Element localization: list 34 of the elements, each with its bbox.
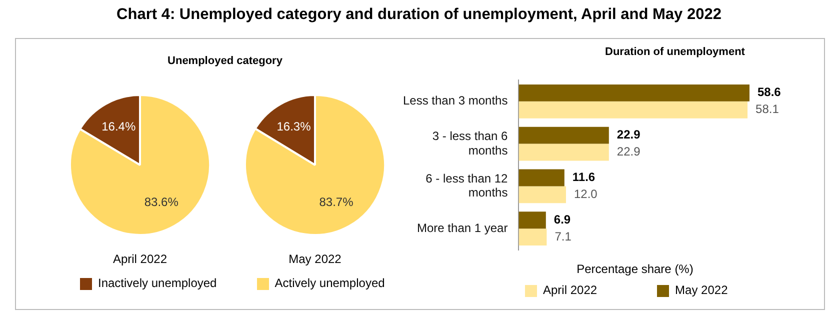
legend-label: Inactively unemployed — [98, 276, 217, 290]
bar — [518, 144, 609, 161]
bar — [518, 84, 750, 102]
legend-label: April 2022 — [543, 283, 598, 297]
bar — [518, 186, 566, 204]
data-label: 16.4% — [102, 120, 136, 134]
data-label: 16.3% — [276, 119, 312, 134]
text: April 2022 — [112, 252, 168, 266]
y-tick-label: More than 1 year — [417, 220, 508, 235]
legend-label: Actively unemployed — [274, 276, 385, 290]
text: May 2022 — [288, 252, 342, 266]
y-tick-label: 6 - less than 12 months — [426, 171, 508, 200]
chart-subtitle: Unemployed category — [166, 55, 284, 67]
data-label: 58.1 — [756, 102, 780, 116]
text: Chart 4: Unemployed category and duration of unemployment, April and May 2022 — [116, 6, 722, 24]
bar — [518, 101, 748, 118]
data-label: 83.6% — [144, 195, 179, 210]
data-label: 22.9 — [616, 128, 641, 142]
x-axis-title: Percentage share (%) — [576, 262, 694, 276]
y-tick-label: Less than 3 months — [402, 94, 508, 108]
y-tick-label: 3 - less than 6 months — [432, 128, 508, 158]
data-label: 11.6 — [572, 170, 596, 184]
bar — [518, 212, 546, 229]
data-label: 83.7% — [319, 195, 354, 210]
data-label: 7.1 — [554, 229, 572, 244]
data-label: 12.0 — [574, 186, 598, 201]
data-label: 58.6 — [757, 85, 782, 100]
bar — [518, 228, 547, 246]
chart-title: Duration of unemployment — [604, 46, 746, 58]
data-label: 6.9 — [554, 212, 571, 226]
bar — [518, 169, 564, 186]
bar — [518, 126, 609, 144]
legend-label: May 2022 — [675, 283, 728, 297]
data-label: 22.9 — [616, 144, 641, 159]
